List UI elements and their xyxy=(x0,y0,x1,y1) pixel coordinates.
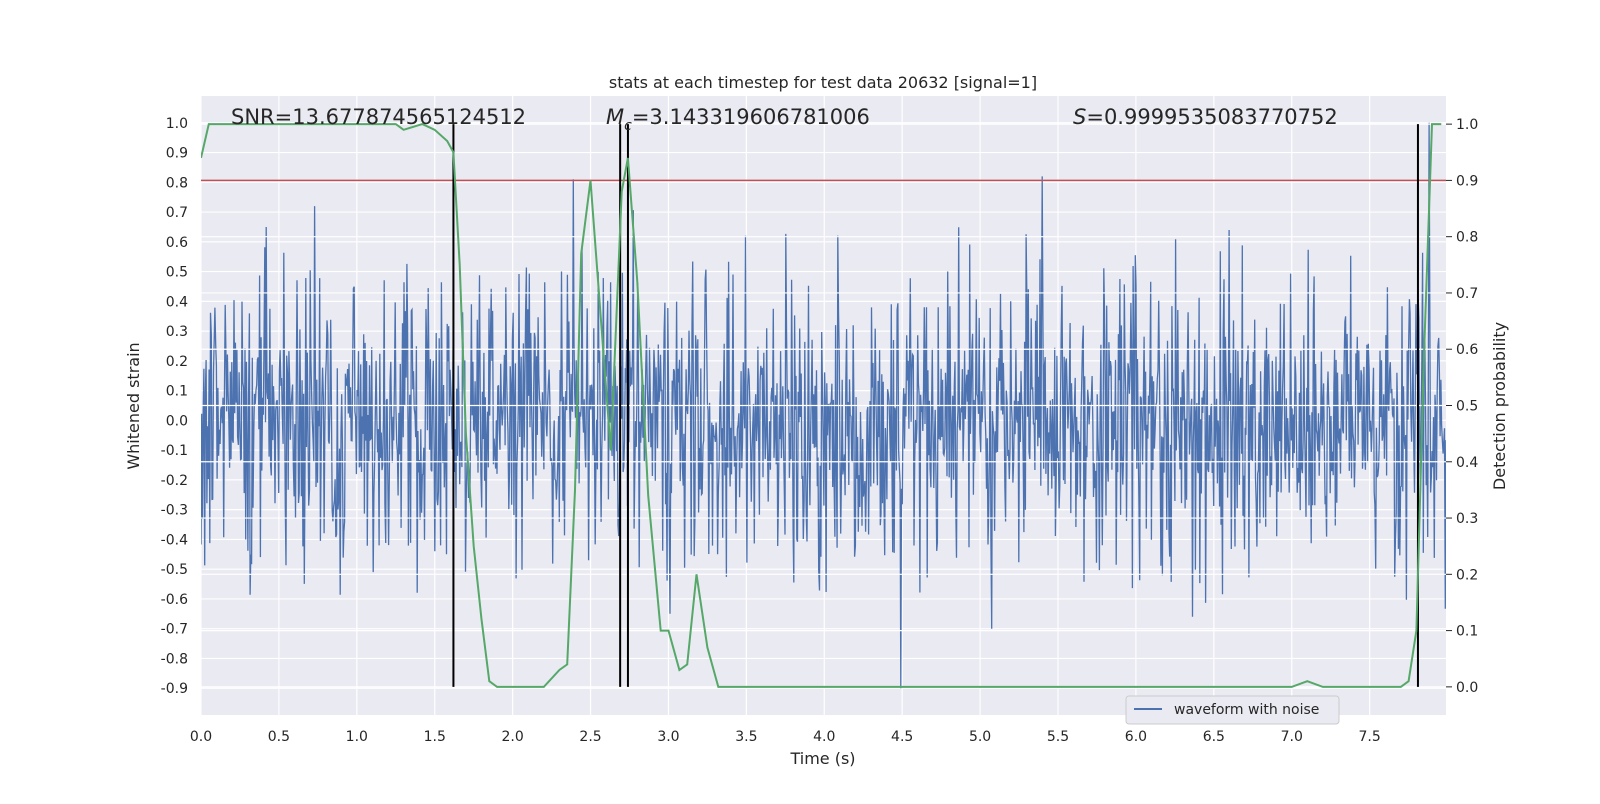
y-tick-label: 0.6 xyxy=(166,235,188,251)
bottom-axis: 0.0 0.5 1.0 1.5 2.0 2.5 3.0 3.5 4.0 4.5 5.0 5.5 6.0 6… xyxy=(190,729,1381,745)
x-tick-label: 5.5 xyxy=(1047,729,1069,745)
y-tick-label: -0.4 xyxy=(161,532,188,548)
y-tick-label: 0.0 xyxy=(166,413,188,429)
x-tick-label: 6.5 xyxy=(1203,729,1225,745)
left-axis: -0.9 -0.8 -0.7 -0.6 -0.5 -0.4 -0.3 -0.2 -0.1 0.0 0… xyxy=(161,116,188,697)
right-y-tick-label: 0.5 xyxy=(1456,399,1478,415)
chirp-mass-subscript: c xyxy=(624,118,632,134)
right-y-tick-label: 0.7 xyxy=(1456,286,1478,302)
waveform-series xyxy=(201,122,1446,689)
score-value: =0.9999535083770752 xyxy=(1086,105,1337,129)
y-tick-label: -0.3 xyxy=(161,503,188,519)
y-tick-label: 0.4 xyxy=(166,294,188,310)
right-y-tick-label: 1.0 xyxy=(1456,117,1478,133)
x-tick-label: 0.5 xyxy=(268,729,290,745)
y-tick-label: -0.9 xyxy=(161,681,188,697)
waveform-line xyxy=(201,122,1446,689)
y-tick-label: 1.0 xyxy=(166,116,188,132)
legend-label: waveform with noise xyxy=(1174,702,1319,718)
y-tick-label: 0.1 xyxy=(166,384,188,400)
chart-title: stats at each timestep for test data 206… xyxy=(609,73,1037,92)
x-tick-label: 2.5 xyxy=(579,729,601,745)
y-tick-label: 0.7 xyxy=(166,205,188,221)
right-y-tick-label: 0.9 xyxy=(1456,173,1478,189)
x-tick-label: 0.0 xyxy=(190,729,212,745)
y-tick-label: 0.8 xyxy=(166,175,188,191)
y-tick-label: 0.9 xyxy=(166,146,188,162)
x-tick-label: 5.0 xyxy=(969,729,991,745)
x-tick-label: 7.5 xyxy=(1359,729,1381,745)
y-tick-label: 0.5 xyxy=(166,265,188,281)
y-tick-label: 0.2 xyxy=(166,354,188,370)
x-tick-label: 7.0 xyxy=(1281,729,1303,745)
right-y-tick-label: 0.4 xyxy=(1456,455,1478,471)
right-y-tick-label: 0.1 xyxy=(1456,624,1478,640)
right-y-tick-label: 0.3 xyxy=(1456,511,1478,527)
detection-probability-line xyxy=(201,123,1442,688)
score-symbol: S xyxy=(1073,105,1086,129)
right-axis: 0.0 0.1 0.2 0.3 0.4 0.5 0.6 0.7 0.8 0.9 1.0 xyxy=(1446,117,1478,696)
y-tick-label: -0.8 xyxy=(161,651,188,667)
y-tick-label: -0.2 xyxy=(161,473,188,489)
x-tick-label: 1.5 xyxy=(424,729,446,745)
x-axis-label: Time (s) xyxy=(789,749,855,768)
right-y-tick-label: 0.2 xyxy=(1456,567,1478,583)
score-annotation: S=0.9999535083770752 xyxy=(1073,105,1338,129)
x-tick-label: 3.0 xyxy=(657,729,679,745)
right-y-tick-label: 0.8 xyxy=(1456,230,1478,246)
chirp-mass-symbol: M xyxy=(606,105,624,129)
y-tick-label: -0.1 xyxy=(161,443,188,459)
right-y-tick-label: 0.6 xyxy=(1456,342,1478,358)
y-tick-label: -0.5 xyxy=(161,562,188,578)
right-y-tick-label: 0.0 xyxy=(1456,680,1478,696)
y-tick-label: -0.6 xyxy=(161,592,188,608)
x-tick-label: 1.0 xyxy=(346,729,368,745)
chirp-mass-annotation: Mc=3.143319606781006 xyxy=(606,105,870,134)
x-tick-label: 4.0 xyxy=(813,729,835,745)
overlay-layer xyxy=(201,123,1446,688)
y-tick-label: 0.3 xyxy=(166,324,188,340)
x-tick-label: 6.0 xyxy=(1125,729,1147,745)
chirp-mass-value: =3.143319606781006 xyxy=(632,105,870,129)
x-tick-label: 3.5 xyxy=(735,729,757,745)
y-axis-label-left: Whitened strain xyxy=(124,342,143,469)
snr-annotation: SNR=13.677874565124512 xyxy=(231,105,526,129)
x-tick-label: 4.5 xyxy=(891,729,913,745)
y-axis-label-right: Detection probability xyxy=(1490,322,1509,490)
legend-box xyxy=(1125,695,1340,725)
y-tick-label: -0.7 xyxy=(161,622,188,638)
legend: waveform with noise xyxy=(1125,695,1340,725)
x-tick-label: 2.0 xyxy=(502,729,524,745)
